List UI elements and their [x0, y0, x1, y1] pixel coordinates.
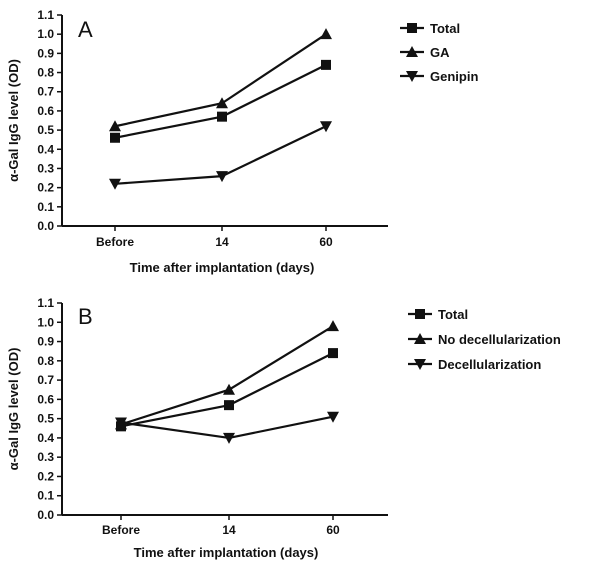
legend-label: GA: [430, 45, 450, 60]
x-axis-title: Time after implantation (days): [130, 260, 315, 275]
y-tick-label: 0.1: [37, 200, 54, 214]
chart-panel-b: 0.0 0.1 0.2 0.3 0.4 0.5 0.6 0.7 0.8 0.9 1.0 1.1 Befo…: [6, 296, 561, 560]
data-point-triangle-down: [320, 121, 332, 133]
y-axis-title: α-Gal IgG level (OD): [6, 348, 21, 471]
legend-marker-triangle-up: [414, 333, 426, 344]
y-tick-label: 0.1: [37, 489, 54, 503]
x-tick-label: 14: [215, 235, 229, 249]
y-tick-label: 0.8: [37, 354, 54, 368]
data-point-square: [217, 111, 227, 122]
y-tick-label: 0.8: [37, 66, 54, 80]
legend-label: No decellularization: [438, 332, 561, 347]
legend-marker-square: [407, 23, 417, 33]
data-point-triangle-down: [223, 432, 235, 444]
data-point-triangle-up: [223, 383, 235, 395]
y-tick-label: 0.7: [37, 373, 54, 387]
data-point-triangle-up: [216, 97, 228, 109]
data-point-triangle-down: [115, 417, 127, 429]
data-point-triangle-down: [216, 171, 228, 183]
y-tick-label: 0.2: [37, 181, 54, 195]
y-tick-label: 0.3: [37, 161, 54, 175]
data-point-triangle-up: [320, 28, 332, 40]
y-tick-label: 1.0: [37, 315, 54, 329]
data-point-square: [224, 400, 234, 411]
y-tick-label: 1.1: [37, 296, 54, 310]
data-point-triangle-down: [109, 178, 121, 190]
legend: Total GA Genipin: [400, 21, 478, 84]
legend-label: Decellularization: [438, 357, 541, 372]
y-tick-label: 0.5: [37, 412, 54, 426]
legend-marker-triangle-down: [414, 359, 426, 370]
y-tick-label: 0.4: [37, 431, 54, 445]
x-tick-label: Before: [96, 235, 134, 249]
legend-label: Total: [438, 307, 468, 322]
x-tick-label: 60: [319, 235, 333, 249]
legend-marker-triangle-up: [406, 46, 418, 57]
y-tick-label: 0.3: [37, 450, 54, 464]
y-tick-label: 0.6: [37, 392, 54, 406]
x-axis-title: Time after implantation (days): [134, 545, 319, 560]
panel-label: A: [78, 17, 93, 42]
data-point-square: [321, 59, 331, 70]
panel-label: B: [78, 304, 93, 329]
y-axis-title: α-Gal IgG level (OD): [6, 59, 21, 182]
y-tick-label: 0.7: [37, 85, 54, 99]
legend: Total No decellularization Decellularizati…: [408, 307, 561, 372]
data-point-square: [110, 132, 120, 143]
chart-panel-a: 0.0 0.1 0.2 0.3 0.4 0.5 0.6 0.7 0.8 0.9 1.0 1.1 Befo…: [6, 8, 478, 275]
y-tick-label: 0.9: [37, 46, 54, 60]
y-tick-label: 0.0: [37, 219, 54, 233]
legend-label: Total: [430, 21, 460, 36]
data-point-square: [328, 348, 338, 359]
data-point-triangle-up: [109, 120, 121, 132]
data-point-triangle-down: [327, 411, 339, 423]
data-point-triangle-up: [327, 320, 339, 332]
x-tick-label: Before: [102, 523, 140, 537]
y-tick-label: 1.1: [37, 8, 54, 22]
x-tick-label: 60: [326, 523, 340, 537]
y-tick-label: 0.9: [37, 335, 54, 349]
x-tick-label: 14: [222, 523, 236, 537]
y-tick-label: 0.5: [37, 123, 54, 137]
legend-label: Genipin: [430, 69, 478, 84]
y-tick-label: 0.4: [37, 142, 54, 156]
legend-marker-square: [415, 309, 425, 319]
legend-marker-triangle-down: [406, 71, 418, 82]
y-tick-label: 0.2: [37, 469, 54, 483]
y-tick-label: 0.0: [37, 508, 54, 522]
y-tick-label: 1.0: [37, 27, 54, 41]
y-tick-label: 0.6: [37, 104, 54, 118]
